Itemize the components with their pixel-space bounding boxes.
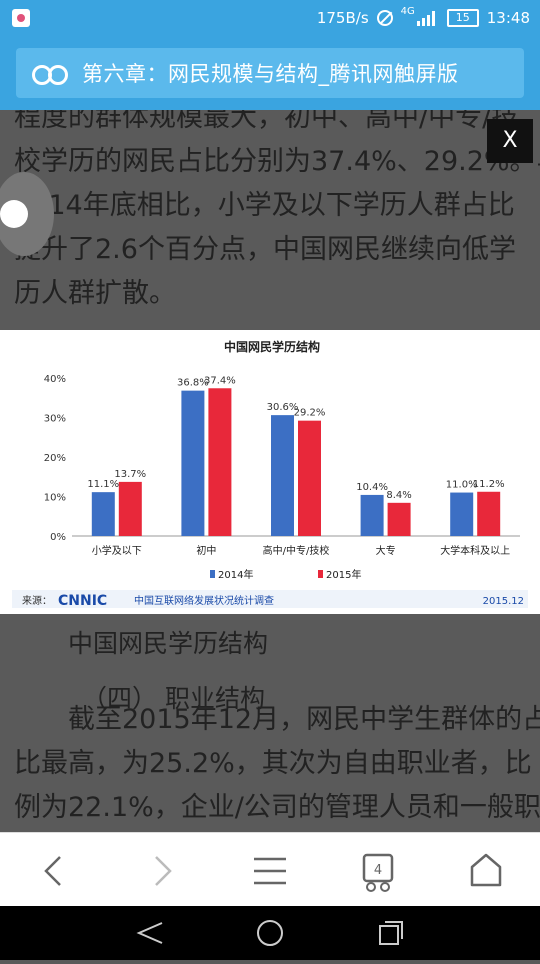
forward-icon: [155, 856, 172, 886]
home-button[interactable]: [432, 833, 540, 907]
x-tick-label: 大专: [376, 544, 396, 557]
close-button[interactable]: X: [487, 119, 533, 163]
data-label: 37.4%: [204, 375, 236, 386]
status-right: 175B/s 4G 15 13:48: [317, 0, 530, 36]
article-line: 2014年底相比，小学及以下学历人群占比: [14, 190, 515, 221]
y-tick-label: 0%: [50, 532, 66, 543]
status-bar: 175B/s 4G 15 13:48: [0, 0, 540, 36]
source-strip: [12, 590, 528, 608]
article-line: 程度的群体规模最大，初中、高中/中专/技: [14, 110, 519, 133]
title-banner: 第六章：网民规模与结构_腾讯网触屏版: [0, 36, 540, 110]
do-not-disturb-icon: [376, 10, 393, 26]
data-label: 29.2%: [294, 408, 326, 419]
tabs-icon: 4: [362, 853, 394, 892]
source-prefix: 来源：: [22, 594, 52, 607]
bar-2015: [477, 491, 501, 536]
chart-image: 中国网民学历结构 0% 10% 20% 30% 40% 11.1% 13.7% 小学及以下 36.…: [0, 330, 540, 614]
y-tick-label: 30%: [44, 414, 66, 425]
tabs-button[interactable]: 4: [324, 833, 432, 907]
tab-count: 4: [374, 863, 382, 878]
bar-2014: [181, 390, 205, 536]
clock: 13:48: [486, 9, 530, 27]
article-line: 比最高，为25.2%，其次为自由职业者，比: [14, 748, 532, 779]
recents-square-icon: [379, 921, 403, 945]
system-home-button[interactable]: [210, 906, 330, 960]
network-speed: 175B/s: [316, 9, 369, 27]
data-label: 36.8%: [177, 378, 209, 389]
floating-scroll-handle[interactable]: [0, 172, 54, 256]
back-button[interactable]: [0, 833, 108, 907]
back-triangle-icon: [136, 922, 163, 944]
x-tick-label: 小学及以下: [92, 544, 142, 557]
data-label: 10.4%: [356, 482, 388, 493]
data-label: 11.0%: [446, 480, 478, 491]
page-title-box[interactable]: 第六章：网民规模与结构_腾讯网触屏版: [16, 48, 524, 98]
y-tick-label: 20%: [44, 453, 66, 464]
bar-2015: [387, 502, 411, 536]
page-title: 第六章：网民规模与结构_腾讯网触屏版: [82, 62, 459, 86]
x-tick-label: 初中: [196, 544, 216, 557]
home-icon: [470, 853, 502, 887]
article-line: 提升了2.6个百分点，中国网民继续向低学: [14, 234, 516, 265]
notification-app-icon: [12, 9, 30, 27]
data-label: 8.4%: [386, 490, 411, 501]
browser-toolbar: 4: [0, 832, 540, 907]
article-line: 历人群扩散。: [14, 278, 176, 309]
chart-title: 中国网民学历结构: [224, 339, 320, 354]
bar-2014: [360, 494, 384, 536]
system-recents-button[interactable]: [330, 906, 450, 960]
article-line: 校学历的网民占比分别为37.4%、29.2%。与: [14, 146, 540, 177]
menu-icon: [254, 857, 286, 885]
data-label: 11.1%: [87, 479, 119, 490]
network-type: 4G: [400, 6, 415, 17]
cnnic-logo: CNNIC: [58, 593, 107, 609]
bar-2014: [91, 492, 115, 536]
legend-swatch: [318, 570, 323, 578]
legend-swatch: [210, 570, 215, 578]
data-label: 11.2%: [473, 479, 505, 490]
system-nav-bar: [0, 906, 540, 960]
bar-2015: [298, 420, 321, 536]
x-tick-label: 大学本科及以上: [440, 544, 510, 557]
source-date: 2015.12: [483, 596, 524, 607]
legend-label: 2014年: [218, 568, 253, 581]
bar-2014: [450, 492, 474, 536]
menu-button[interactable]: [216, 833, 324, 907]
data-label: 13.7%: [114, 469, 146, 480]
article-line: 截至2015年12月，网民中学生群体的占: [68, 704, 540, 735]
bar-2014: [271, 415, 294, 536]
source-text: 中国互联网络发展状况统计调查: [134, 594, 274, 607]
section-heading: （四） 职业结构: [82, 684, 265, 713]
battery-icon: 15: [446, 9, 479, 27]
signal-icon: [416, 10, 439, 26]
bar-2015: [208, 388, 232, 536]
article-line: 例为22.1%，企业/公司的管理人员和一般职: [14, 792, 540, 823]
x-tick-label: 高中/中专/技校: [263, 544, 330, 557]
y-tick-label: 40%: [44, 374, 66, 385]
glasses-logo-icon: [32, 62, 68, 85]
forward-button[interactable]: [108, 833, 216, 907]
bar-2015: [118, 481, 142, 536]
home-circle-icon: [257, 920, 283, 946]
back-icon: [44, 856, 61, 886]
system-back-button[interactable]: [90, 906, 210, 960]
y-tick-label: 10%: [44, 493, 66, 504]
data-label: 30.6%: [267, 402, 299, 413]
legend-label: 2015年: [326, 568, 361, 581]
chart-caption: 中国网民学历结构: [68, 629, 269, 658]
education-bar-chart: 中国网民学历结构 0% 10% 20% 30% 40% 11.1%13.7% 小学及以下 36.…: [12, 339, 528, 609]
